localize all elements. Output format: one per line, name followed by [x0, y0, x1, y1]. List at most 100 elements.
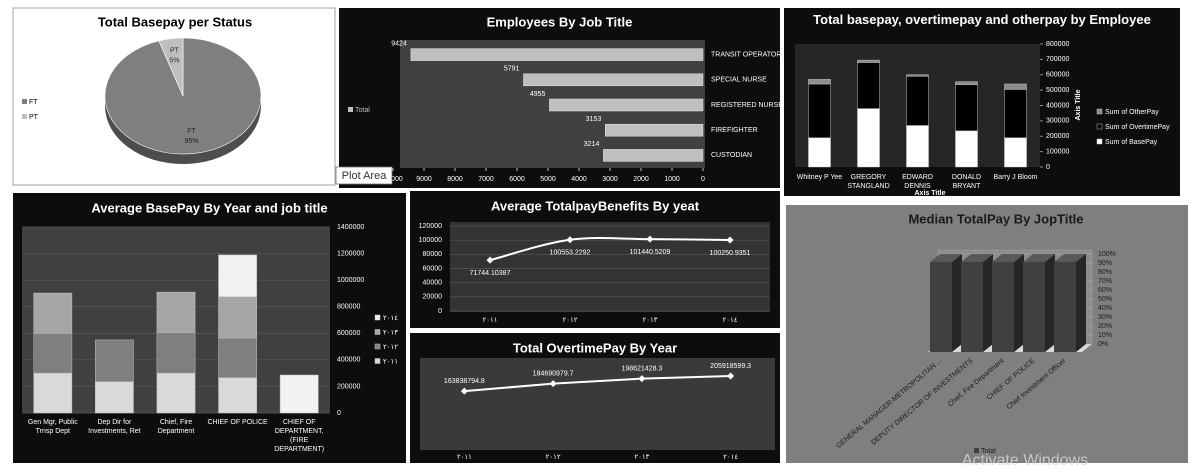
bar-segment	[1004, 137, 1027, 168]
bar	[961, 262, 983, 352]
legend-label: Total	[981, 448, 996, 455]
x-category-label: ٢٠١٤	[723, 454, 738, 461]
plot-area	[420, 358, 775, 450]
legend-swatch	[1096, 123, 1103, 130]
y-category-label: FIREFIGHTER	[711, 127, 758, 134]
x-tick-label: 9000	[416, 176, 432, 183]
point-marker	[566, 236, 574, 244]
bar-segment	[156, 372, 196, 414]
x-category-label: ٢٠١٤	[722, 317, 737, 324]
bar-segment	[955, 81, 978, 85]
chart-title: Median TotalPay By JopTitle	[908, 211, 1083, 226]
x-category-label: ٢٠١٣	[642, 317, 657, 324]
slice-category-label: PT	[170, 48, 180, 55]
bar-segment	[857, 108, 880, 168]
legend-label: ٢٠١٢	[383, 344, 398, 351]
bar-segment	[33, 292, 73, 334]
pie-slice	[158, 37, 184, 97]
chart-title: Average BasePay By Year and job title	[91, 200, 327, 215]
y-tick-label: 700000	[1046, 56, 1069, 63]
x-tick-label: 0	[701, 176, 705, 183]
tooltip-box	[335, 166, 393, 185]
y-tick-label: 800000	[337, 304, 360, 311]
x-category-label: ٢٠١١	[457, 454, 472, 461]
legend-label: ٢٠١٤	[383, 315, 398, 322]
legend-label: ٢٠١١	[383, 358, 398, 365]
bar-top	[1054, 254, 1086, 262]
bar-top	[961, 254, 993, 262]
bar-segment	[95, 381, 134, 414]
y-tick-label: 10%	[1098, 332, 1112, 339]
legend-label: ٢٠١٣	[383, 329, 398, 336]
x-tick-label: 10000	[383, 176, 403, 183]
y-tick-label: 100000	[419, 237, 442, 244]
chart-title: Total OvertimePay By Year	[513, 340, 677, 355]
legend-swatch	[374, 343, 381, 350]
bar-top	[992, 254, 1024, 262]
bar-segment	[1004, 89, 1027, 139]
legend-swatch	[1096, 108, 1103, 115]
point-value-label: 163838794.8	[444, 378, 485, 385]
y-tick-label: 300000	[1046, 118, 1069, 125]
y-category-label: CUSTODIAN	[711, 152, 752, 159]
legend-swatch	[1096, 138, 1103, 145]
point-value-label: 205918599.3	[710, 363, 751, 370]
x-tick-label: 1000	[664, 176, 680, 183]
y-tick-label: 80000	[423, 251, 443, 258]
legend-label: Sum of BasePay	[1105, 139, 1158, 146]
bar	[523, 73, 704, 87]
point-marker	[486, 256, 494, 264]
bar-segment	[156, 291, 196, 333]
y-tick-label: 200000	[1046, 133, 1069, 140]
bar	[549, 98, 704, 112]
x-tick-label: 5000	[540, 176, 556, 183]
y-tick-label: 1000000	[337, 277, 364, 284]
y-tick-label: 20%	[1098, 323, 1112, 330]
bar	[930, 262, 952, 352]
y-tick-label: 0	[1046, 164, 1050, 171]
legend-swatch	[374, 358, 381, 364]
x-tick-label: 4000	[571, 176, 587, 183]
x-tick-label: 8000	[447, 176, 463, 183]
y-tick-label: 70%	[1098, 278, 1112, 285]
bar-segment	[906, 125, 929, 168]
legend-label: Sum of OtherPay	[1105, 109, 1159, 116]
x-tick-label: 2000	[633, 176, 649, 183]
y-tick-label: 0	[337, 410, 341, 417]
bar-value-label: 4955	[530, 91, 546, 98]
y-category-label: REGISTERED NURSE	[711, 102, 783, 109]
bar-segment	[156, 332, 196, 374]
x-axis-title: Axis Title	[915, 190, 946, 197]
bar-value-label: 3214	[584, 141, 600, 148]
bar-segment	[857, 62, 880, 109]
bar-segment	[857, 59, 880, 63]
bar-segment	[955, 84, 978, 132]
y-tick-label: 600000	[337, 330, 360, 337]
y-tick-label: 60%	[1098, 287, 1112, 294]
y-tick-label: 120000	[419, 223, 442, 230]
bar-top	[930, 254, 962, 262]
legend-label: Total	[355, 107, 370, 114]
bar-segment	[279, 374, 319, 414]
watermark: Activate Windows	[962, 452, 1088, 469]
bar-top	[1023, 254, 1055, 262]
point-marker	[726, 236, 734, 244]
bar-side	[983, 254, 993, 352]
bar-segment	[33, 372, 73, 414]
x-tick-label: 3000	[602, 176, 618, 183]
bar-segment	[218, 296, 257, 339]
bar-segment	[906, 76, 929, 126]
y-tick-label: 800000	[1046, 41, 1069, 48]
line	[464, 375, 731, 393]
y-tick-label: 100%	[1098, 251, 1116, 258]
slice-value-label: 95%	[185, 138, 199, 145]
legend-label: Sum of OvertimePay	[1105, 124, 1170, 131]
bar-segment	[955, 130, 978, 168]
legend-swatch	[22, 114, 27, 119]
bar-side	[1014, 254, 1024, 352]
legend-swatch	[374, 329, 381, 335]
legend-swatch	[374, 314, 381, 321]
chart-title: Average TotalpayBenefits By yeat	[491, 198, 700, 213]
y-tick-label: 100000	[1046, 148, 1069, 155]
